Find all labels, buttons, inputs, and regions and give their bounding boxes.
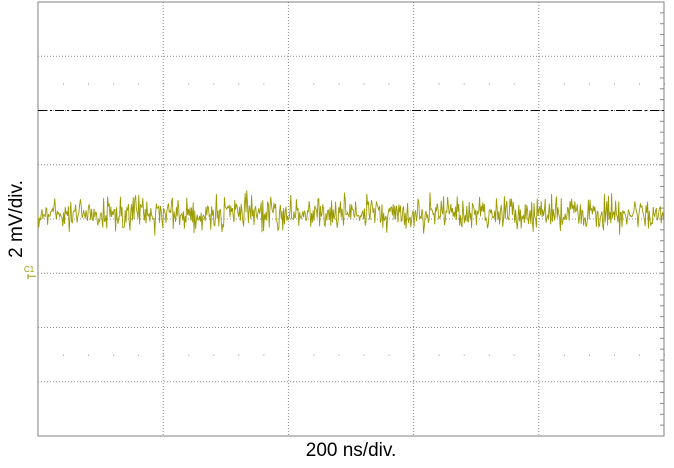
channel-marker-label: C1 [24, 265, 35, 275]
graticule-dot [638, 83, 640, 85]
graticule-dot [63, 83, 65, 85]
graticule-dot [588, 354, 590, 356]
graticule-dot [238, 354, 240, 356]
graticule-dot [138, 354, 140, 356]
graticule-dot [413, 83, 415, 85]
graticule-dot [438, 83, 440, 85]
x-axis-label: 200 ns/div. [305, 440, 397, 461]
graticule-dots [63, 83, 665, 356]
graticule-dot [488, 83, 490, 85]
graticule-dot [588, 83, 590, 85]
graticule-dot [613, 83, 615, 85]
graticule-dot [213, 83, 215, 85]
channel-ground-marker: C1 [24, 266, 34, 274]
graticule-dot [413, 354, 415, 356]
graticule-dot [613, 354, 615, 356]
graticule-dot [513, 83, 515, 85]
graticule-dot [138, 83, 140, 85]
graticule-dot [188, 83, 190, 85]
graticule-dot [163, 354, 165, 356]
graticule-dot [513, 354, 515, 356]
graticule-dot [313, 83, 315, 85]
graticule-dot [288, 83, 290, 85]
graticule-dot [563, 354, 565, 356]
graticule-dot [238, 83, 240, 85]
graticule-dot [563, 83, 565, 85]
graticule-dot [338, 83, 340, 85]
graticule-dot [263, 354, 265, 356]
graticule-dot [363, 354, 365, 356]
graticule-dot [113, 83, 115, 85]
graticule-dot [438, 354, 440, 356]
graticule-dot [63, 354, 65, 356]
graticule-dot [213, 354, 215, 356]
graticule-dot [88, 354, 90, 356]
graticule-dot [488, 354, 490, 356]
graticule-dot [88, 83, 90, 85]
graticule-dot [463, 83, 465, 85]
graticule-dot [463, 354, 465, 356]
graticule-dot [288, 354, 290, 356]
graticule-dot [638, 354, 640, 356]
graticule-dot [263, 83, 265, 85]
graticule-dot [163, 83, 165, 85]
right-edge-ticks [660, 12, 664, 426]
graticule-dot [388, 354, 390, 356]
graticule-dot [188, 354, 190, 356]
graticule-dot [538, 354, 540, 356]
graticule-dot [313, 354, 315, 356]
graticule-dot [538, 83, 540, 85]
y-axis-label: 2 mV/div. [6, 180, 27, 258]
graticule-dot [338, 354, 340, 356]
graticule-dot [363, 83, 365, 85]
graticule-dot [113, 354, 115, 356]
signal-trace-c1 [37, 190, 665, 236]
graticule-dot [388, 83, 390, 85]
